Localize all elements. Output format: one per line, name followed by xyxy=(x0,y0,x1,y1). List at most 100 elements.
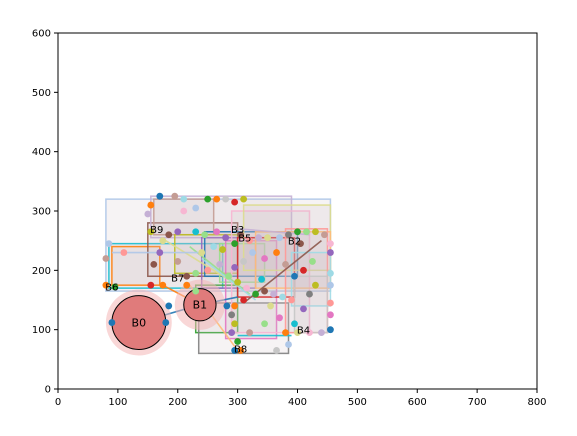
box-label: B5 xyxy=(238,234,251,245)
scatter-point xyxy=(294,228,301,235)
scatter-point xyxy=(327,282,334,289)
scatter-point xyxy=(285,341,292,348)
x-tick-label: 800 xyxy=(527,397,546,408)
scatter-point xyxy=(165,231,172,238)
scatter-point xyxy=(273,347,280,354)
scatter-point xyxy=(192,205,199,212)
scatter-point xyxy=(219,246,226,253)
scatter-point xyxy=(300,267,307,274)
scatter-point xyxy=(240,258,247,265)
y-tick-label: 500 xyxy=(32,88,51,99)
scatter-point xyxy=(327,270,334,277)
scatter-point xyxy=(327,240,334,247)
scatter-point xyxy=(231,320,238,327)
scatter-point xyxy=(243,285,250,292)
x-tick-label: 700 xyxy=(468,397,487,408)
y-tick-label: 100 xyxy=(32,325,51,336)
scatter-point xyxy=(213,228,220,235)
scatter-point xyxy=(327,311,334,318)
scatter-point xyxy=(222,234,229,241)
scatter-point xyxy=(318,329,325,336)
scatter-point xyxy=(261,288,268,295)
scatter-point xyxy=(255,234,262,241)
x-tick-label: 0 xyxy=(55,397,61,408)
scatter-point xyxy=(147,202,154,209)
node-label: B1 xyxy=(193,299,208,312)
scatter-point xyxy=(228,311,235,318)
scatter-point xyxy=(258,276,265,283)
scatter-point xyxy=(204,196,211,203)
scatter-point xyxy=(321,231,328,238)
scatter-point xyxy=(108,319,115,326)
box-label: B8 xyxy=(234,345,247,356)
scatter-point xyxy=(234,279,241,286)
scatter-point xyxy=(309,258,316,265)
box-label: B2 xyxy=(288,237,301,248)
scatter-point xyxy=(162,319,169,326)
scatter-point xyxy=(180,196,187,203)
scatter-point xyxy=(288,297,295,304)
scatter-point xyxy=(240,297,247,304)
scatter-point xyxy=(264,234,271,241)
x-tick-label: 100 xyxy=(108,397,127,408)
scatter-point xyxy=(159,237,166,244)
scatter-point xyxy=(327,249,334,256)
x-tick-label: 200 xyxy=(168,397,187,408)
scatter-point xyxy=(216,261,223,268)
scatter-point xyxy=(171,193,178,200)
scatter-point xyxy=(231,303,238,310)
scatter-point xyxy=(261,255,268,262)
scatter-point xyxy=(282,329,289,336)
x-tick-label: 500 xyxy=(348,397,367,408)
scatter-point xyxy=(147,282,154,289)
scatter-point xyxy=(144,211,151,218)
scatter-point xyxy=(327,326,334,333)
scatter-point xyxy=(276,234,283,241)
scatter-point xyxy=(270,291,277,298)
scatter-point xyxy=(279,294,286,301)
y-tick-label: 200 xyxy=(32,266,51,277)
x-tick-label: 600 xyxy=(408,397,427,408)
y-tick-label: 0 xyxy=(45,385,51,396)
box-label: B4 xyxy=(297,326,310,337)
scatter-point xyxy=(282,261,289,268)
scatter-point xyxy=(165,303,172,310)
scatter-point xyxy=(198,249,205,256)
scatter-point xyxy=(225,273,232,280)
scatter-point xyxy=(204,267,211,274)
scatter-point xyxy=(303,228,310,235)
scatter-point xyxy=(120,249,127,256)
scatter-point xyxy=(231,199,238,206)
scatter-point xyxy=(231,240,238,247)
scatter-point xyxy=(228,329,235,336)
y-tick-label: 400 xyxy=(32,147,51,158)
node-label: B0 xyxy=(132,317,147,330)
scatter-point xyxy=(150,261,157,268)
scatter-point xyxy=(180,208,187,215)
scatter-point xyxy=(327,300,334,307)
scatter-point xyxy=(223,303,230,310)
scatter-point xyxy=(213,196,220,203)
scatter-point xyxy=(192,288,199,295)
scatter-point xyxy=(267,303,274,310)
scatter-point xyxy=(273,249,280,256)
y-tick-label: 300 xyxy=(32,207,51,218)
scatter-point xyxy=(192,270,199,277)
box-label: B7 xyxy=(171,273,184,284)
scatter-point xyxy=(231,264,238,271)
scatter-point xyxy=(249,249,256,256)
scatter-point xyxy=(210,243,217,250)
scatter-point xyxy=(174,228,181,235)
scatter-point xyxy=(156,193,163,200)
scatter-point xyxy=(159,282,166,289)
scatter-point xyxy=(174,258,181,265)
scatter-point xyxy=(252,291,259,298)
x-tick-label: 400 xyxy=(288,397,307,408)
scatter-point xyxy=(240,196,247,203)
y-tick-label: 600 xyxy=(32,29,51,40)
scatter-point xyxy=(103,255,110,262)
scatter-point xyxy=(192,228,199,235)
scatter-point xyxy=(276,314,283,321)
box-label: B6 xyxy=(105,282,118,293)
